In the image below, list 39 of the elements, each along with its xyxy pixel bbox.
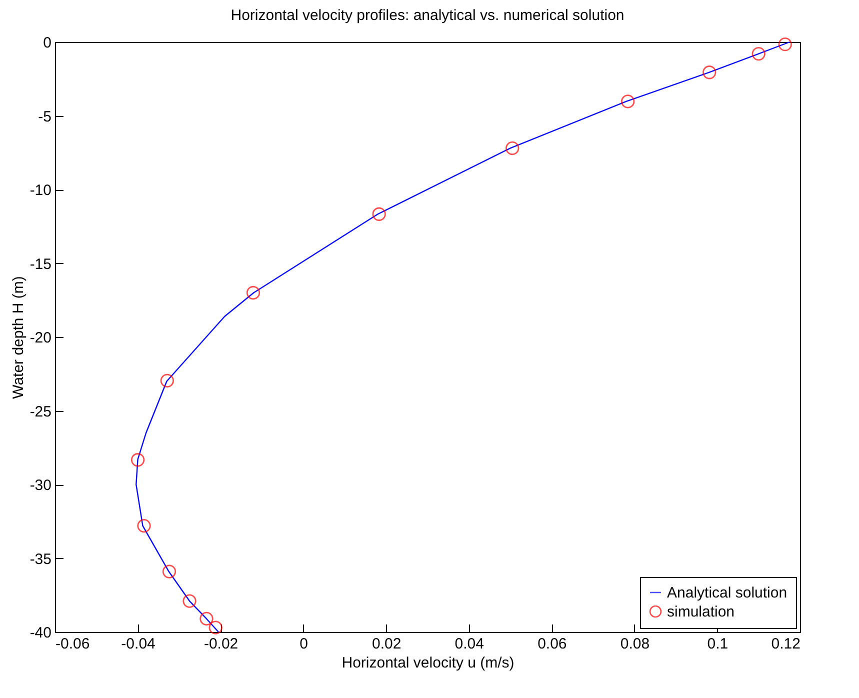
y-tick-label: -5 bbox=[38, 108, 52, 126]
point bbox=[130, 453, 145, 467]
point bbox=[182, 594, 196, 608]
x-tick-label: -0.02 bbox=[204, 636, 238, 652]
point bbox=[778, 38, 792, 52]
line-series bbox=[136, 41, 790, 633]
x-tick-label: 0.04 bbox=[454, 636, 484, 652]
point bbox=[506, 141, 520, 156]
point bbox=[200, 612, 214, 626]
x-tick-label: 0 bbox=[300, 636, 308, 652]
x-tick-label: -0.04 bbox=[121, 636, 156, 652]
x-tick-label: 0.06 bbox=[538, 636, 567, 652]
x-tick-label: 0.1 bbox=[707, 636, 728, 652]
x-tick-label: 0.02 bbox=[372, 636, 402, 652]
y-tick-label: -30 bbox=[30, 477, 52, 494]
point bbox=[208, 620, 222, 634]
point bbox=[621, 94, 635, 108]
y-tick-label: -35 bbox=[30, 550, 52, 568]
legend-label: simulation bbox=[667, 604, 735, 620]
y-tick-label: -10 bbox=[30, 182, 52, 199]
x-tick-label: -0.06 bbox=[56, 636, 90, 652]
point bbox=[246, 286, 260, 300]
y-tick-label: -40 bbox=[30, 624, 52, 642]
chart-title: Horizontal velocity profiles: analytical vs. numerical solution bbox=[230, 7, 624, 24]
point bbox=[702, 66, 716, 80]
point bbox=[372, 207, 386, 221]
y-axis-title: Water depth H (m) bbox=[10, 276, 27, 399]
x-tick-label: 0.08 bbox=[620, 636, 650, 652]
point bbox=[160, 374, 174, 388]
y-tick-label: 0 bbox=[43, 34, 52, 52]
x-tick-label: 0.12 bbox=[771, 636, 800, 652]
point bbox=[137, 518, 151, 533]
point bbox=[752, 46, 766, 61]
x-axis-title: Horizontal velocity u (m/s) bbox=[342, 654, 514, 672]
y-tick-label: -15 bbox=[30, 256, 52, 273]
legend-label: Analytical solution bbox=[667, 584, 788, 602]
point bbox=[162, 564, 176, 578]
y-tick-label: -25 bbox=[30, 403, 52, 420]
y-tick-label: -20 bbox=[30, 330, 52, 346]
